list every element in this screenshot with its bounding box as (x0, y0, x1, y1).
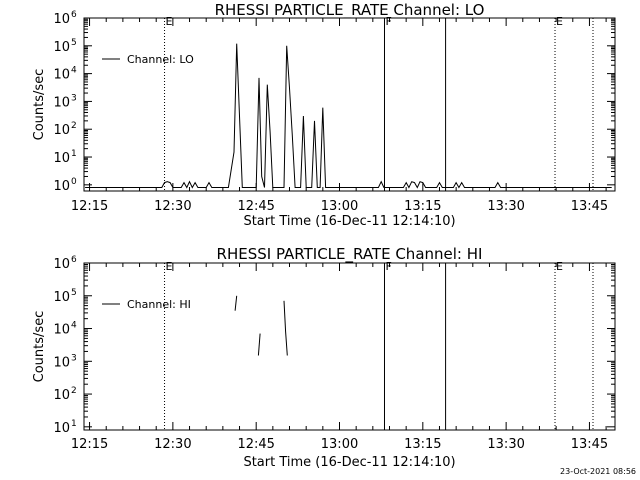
y-tick-exponent: 5 (71, 38, 77, 48)
x-tick-label: 13:30 (487, 199, 524, 214)
y-tick-base: 10 (53, 12, 70, 27)
data-series-line (283, 300, 288, 356)
y-tick-base: 10 (53, 68, 70, 83)
x-tick-label: 13:30 (487, 437, 524, 452)
plot-frame (83, 262, 616, 431)
y-tick-exponent: 6 (71, 255, 77, 265)
y-tick-base: 10 (53, 123, 70, 138)
y-tick-base: 10 (53, 388, 70, 403)
y-tick-exponent: 3 (71, 353, 77, 363)
event-marker-label: E (166, 15, 173, 28)
event-marker-label: E (556, 15, 563, 28)
event-marker-label: E (166, 260, 173, 273)
y-tick-base: 10 (53, 40, 70, 55)
chart-title: RHESSI PARTICLE_RATE Channel: LO (215, 1, 485, 20)
lo-channel-panel: RHESSI PARTICLE_RATE Channel: LO Start Ti… (32, 1, 616, 229)
x-tick-label: 13:45 (571, 437, 608, 452)
data-series-line (257, 333, 261, 356)
y-tick-base: 10 (53, 151, 70, 166)
y-tick-exponent: 6 (71, 10, 77, 20)
y-axis-label: Counts/sec (32, 69, 47, 141)
plot-frame (83, 17, 616, 192)
legend-label: Channel: LO (127, 53, 194, 66)
x-tick-label: 12:15 (71, 199, 108, 214)
x-axis-label: Start Time (16-Dec-11 12:14:10) (243, 455, 455, 470)
y-tick-base: 10 (53, 257, 70, 272)
y-tick-exponent: 4 (71, 321, 77, 331)
chart-title: RHESSI PARTICLE_RATE Channel: HI (217, 245, 483, 264)
y-tick-exponent: 4 (71, 66, 77, 76)
y-tick-base: 10 (53, 179, 70, 194)
data-series-line (85, 43, 612, 189)
x-tick-label: 12:45 (237, 437, 274, 452)
x-tick-label: 13:45 (571, 199, 608, 214)
x-tick-label: 13:15 (404, 199, 441, 214)
event-marker-label: F (385, 15, 391, 28)
legend-label: Channel: HI (127, 298, 191, 311)
y-tick-exponent: 2 (71, 386, 77, 396)
hi-channel-panel: RHESSI PARTICLE_RATE Channel: HI Start Ti… (32, 245, 616, 470)
x-tick-label: 13:00 (321, 437, 358, 452)
x-tick-label: 13:00 (321, 199, 358, 214)
y-tick-base: 10 (53, 323, 70, 338)
y-tick-base: 10 (53, 95, 70, 110)
event-marker-label: F (385, 260, 391, 273)
x-tick-label: 12:45 (237, 199, 274, 214)
y-tick-exponent: 0 (71, 177, 77, 187)
x-tick-label: 12:30 (154, 437, 191, 452)
y-tick-exponent: 3 (71, 93, 77, 103)
y-tick-base: 10 (53, 290, 70, 305)
event-marker-label: E (556, 260, 563, 273)
y-tick-base: 10 (53, 421, 70, 436)
y-tick-exponent: 2 (71, 121, 77, 131)
y-tick-exponent: 5 (71, 288, 77, 298)
x-tick-label: 12:15 (71, 437, 108, 452)
y-tick-base: 10 (53, 355, 70, 370)
x-axis-label: Start Time (16-Dec-11 12:14:10) (243, 214, 455, 229)
y-tick-exponent: 1 (71, 149, 77, 159)
data-series-line (234, 295, 238, 311)
x-tick-label: 13:15 (404, 437, 441, 452)
x-tick-label: 12:30 (154, 199, 191, 214)
y-tick-exponent: 1 (71, 419, 77, 429)
plot-timestamp: 23-Oct-2021 08:56 (560, 467, 636, 476)
y-axis-label: Counts/sec (32, 311, 47, 383)
